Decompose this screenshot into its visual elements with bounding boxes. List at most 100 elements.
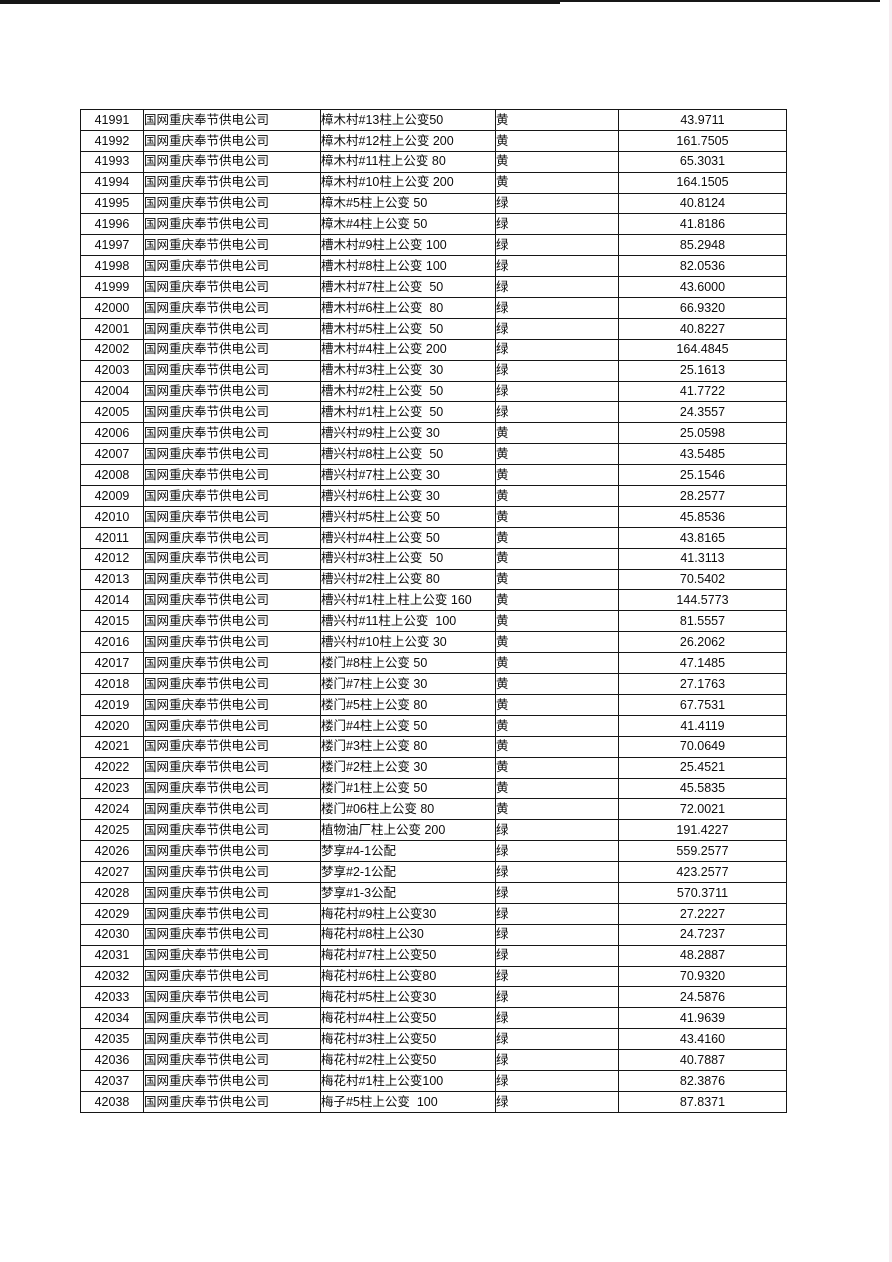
- cell-name: 槽兴村#8柱上公变 50: [320, 443, 496, 466]
- table-row: 42027 国网重庆奉节供电公司 梦享#2-1公配绿 423.2577: [80, 861, 787, 883]
- table-row: 42001 国网重庆奉节供电公司 槽木村#5柱上公变 50 绿 40.8227: [80, 317, 787, 340]
- cell-company: 国网重庆奉节供电公司: [143, 401, 321, 424]
- cell-id: 41993: [80, 150, 144, 173]
- cell-id: 42009: [80, 485, 144, 507]
- cell-name: 樟木村#11柱上公变 80: [320, 150, 496, 173]
- cell-name: 槽木村#4柱上公变 200: [320, 338, 496, 361]
- table-row: 41997 国网重庆奉节供电公司 槽木村#9柱上公变 100 绿 85.2948: [80, 234, 787, 257]
- cell-flag: 黄: [495, 735, 619, 758]
- cell-company: 国网重庆奉节供电公司: [143, 1007, 321, 1030]
- table-row: 42004 国网重庆奉节供电公司 槽木村#2柱上公变 50 绿 41.7722: [80, 380, 787, 403]
- cell-name: 槽木村#6柱上公变 80: [320, 297, 496, 319]
- cell-company: 国网重庆奉节供电公司: [143, 861, 321, 883]
- cell-company: 国网重庆奉节供电公司: [143, 317, 321, 340]
- cell-value: 65.3031: [618, 150, 787, 173]
- cell-flag: 黄: [495, 589, 619, 612]
- cell-company: 国网重庆奉节供电公司: [143, 652, 321, 675]
- cell-id: 42027: [80, 861, 144, 883]
- cell-value: 41.3113: [618, 547, 787, 570]
- table-row: 42038 国网重庆奉节供电公司 梅子#5柱上公变 100 绿 87.8371: [80, 1090, 787, 1113]
- cell-company: 国网重庆奉节供电公司: [143, 902, 321, 925]
- table-row: 42013 国网重庆奉节供电公司 槽兴村#2柱上公变 80 黄 70.5402: [80, 568, 787, 591]
- cell-id: 42003: [80, 359, 144, 382]
- cell-company: 国网重庆奉节供电公司: [143, 986, 321, 1009]
- cell-id: 41991: [80, 109, 144, 131]
- cell-flag: 绿: [495, 297, 619, 319]
- cell-name: 楼门#1柱上公变 50: [320, 777, 496, 800]
- cell-company: 国网重庆奉节供电公司: [143, 150, 321, 173]
- cell-company: 国网重庆奉节供电公司: [143, 1069, 321, 1092]
- cell-id: 41997: [80, 234, 144, 257]
- cell-value: 24.7237: [618, 923, 787, 946]
- table-row: 42003 国网重庆奉节供电公司 槽木村#3柱上公变 30 绿 25.1613: [80, 359, 787, 382]
- cell-value: 43.9711: [618, 109, 787, 131]
- cell-flag: 绿: [495, 944, 619, 967]
- table-row: 42009 国网重庆奉节供电公司 槽兴村#6柱上公变 30 黄 28.2577: [80, 485, 787, 507]
- cell-company: 国网重庆奉节供电公司: [143, 109, 321, 131]
- cell-company: 国网重庆奉节供电公司: [143, 547, 321, 570]
- cell-value: 25.1613: [618, 359, 787, 382]
- cell-name: 槽兴村#1柱上柱上公变 160: [320, 589, 496, 612]
- cell-flag: 绿: [495, 1090, 619, 1113]
- cell-name: 梅花村#9柱上公变30: [320, 902, 496, 925]
- cell-id: 42028: [80, 881, 144, 904]
- cell-value: 70.5402: [618, 568, 787, 591]
- cell-name: 樟木村#12柱上公变 200: [320, 129, 496, 152]
- cell-id: 42033: [80, 986, 144, 1009]
- cell-id: 42036: [80, 1049, 144, 1071]
- table-row: 42005 国网重庆奉节供电公司 槽木村#1柱上公变 50 绿 24.3557: [80, 401, 787, 424]
- cell-id: 42024: [80, 798, 144, 821]
- cell-value: 67.7531: [618, 693, 787, 716]
- cell-value: 82.0536: [618, 255, 787, 278]
- cell-name: 樟木#4柱上公变 50: [320, 213, 496, 236]
- cell-value: 87.8371: [618, 1090, 787, 1113]
- cell-name: 梅花村#2柱上公变50: [320, 1049, 496, 1071]
- cell-company: 国网重庆奉节供电公司: [143, 359, 321, 382]
- table-row: 42036 国网重庆奉节供电公司 梅花村#2柱上公变50 绿 40.7887: [80, 1049, 787, 1071]
- cell-name: 梅花村#5柱上公变30: [320, 986, 496, 1009]
- table-row: 42031 国网重庆奉节供电公司 梅花村#7柱上公变50 绿 48.2887: [80, 944, 787, 967]
- cell-company: 国网重庆奉节供电公司: [143, 735, 321, 758]
- cell-company: 国网重庆奉节供电公司: [143, 505, 321, 528]
- cell-value: 47.1485: [618, 652, 787, 675]
- cell-company: 国网重庆奉节供电公司: [143, 422, 321, 445]
- cell-company: 国网重庆奉节供电公司: [143, 443, 321, 466]
- cell-value: 570.3711: [618, 881, 787, 904]
- cell-name: 梅花村#4柱上公变50: [320, 1007, 496, 1030]
- power-distribution-table: 41991 国网重庆奉节供电公司 樟木村#13柱上公变50 黄 43.9711 41992…: [80, 109, 787, 1113]
- cell-flag: 黄: [495, 673, 619, 695]
- table-row: 41994 国网重庆奉节供电公司 樟木村#10柱上公变 200 黄 164.1505: [80, 171, 787, 194]
- cell-id: 41996: [80, 213, 144, 236]
- cell-id: 41995: [80, 192, 144, 215]
- cell-company: 国网重庆奉节供电公司: [143, 881, 321, 904]
- cell-company: 国网重庆奉节供电公司: [143, 255, 321, 278]
- table-row: 41996 国网重庆奉节供电公司 樟木#4柱上公变 50 绿 41.8186: [80, 213, 787, 236]
- cell-flag: 绿: [495, 380, 619, 403]
- cell-id: 42012: [80, 547, 144, 570]
- cell-value: 24.3557: [618, 401, 787, 424]
- cell-flag: 黄: [495, 422, 619, 445]
- table-row: 41998 国网重庆奉节供电公司 槽木村#8柱上公变 100 绿 82.0536: [80, 255, 787, 278]
- cell-company: 国网重庆奉节供电公司: [143, 777, 321, 800]
- cell-value: 85.2948: [618, 234, 787, 257]
- cell-flag: 黄: [495, 631, 619, 654]
- cell-flag: 绿: [495, 401, 619, 424]
- cell-name: 梅花村#6柱上公变80: [320, 965, 496, 988]
- cell-company: 国网重庆奉节供电公司: [143, 631, 321, 654]
- cell-flag: 黄: [495, 171, 619, 194]
- cell-name: 梅花村#7柱上公变50: [320, 944, 496, 967]
- cell-value: 40.8227: [618, 317, 787, 340]
- cell-company: 国网重庆奉节供电公司: [143, 192, 321, 215]
- cell-company: 国网重庆奉节供电公司: [143, 819, 321, 842]
- table-row: 42030 国网重庆奉节供电公司 梅花村#8柱上公30 绿 24.7237: [80, 923, 787, 946]
- cell-flag: 黄: [495, 150, 619, 173]
- table-row: 42034 国网重庆奉节供电公司 梅花村#4柱上公变50 绿 41.9639: [80, 1007, 787, 1030]
- cell-flag: 绿: [495, 819, 619, 842]
- table-row: 42000 国网重庆奉节供电公司 槽木村#6柱上公变 80 绿 66.9320: [80, 297, 787, 319]
- cell-company: 国网重庆奉节供电公司: [143, 610, 321, 633]
- cell-id: 42011: [80, 526, 144, 549]
- cell-value: 48.2887: [618, 944, 787, 967]
- table-row: 41999 国网重庆奉节供电公司 槽木村#7柱上公变 50 绿 43.6000: [80, 276, 787, 299]
- cell-name: 槽兴村#10柱上公变 30: [320, 631, 496, 654]
- cell-id: 42004: [80, 380, 144, 403]
